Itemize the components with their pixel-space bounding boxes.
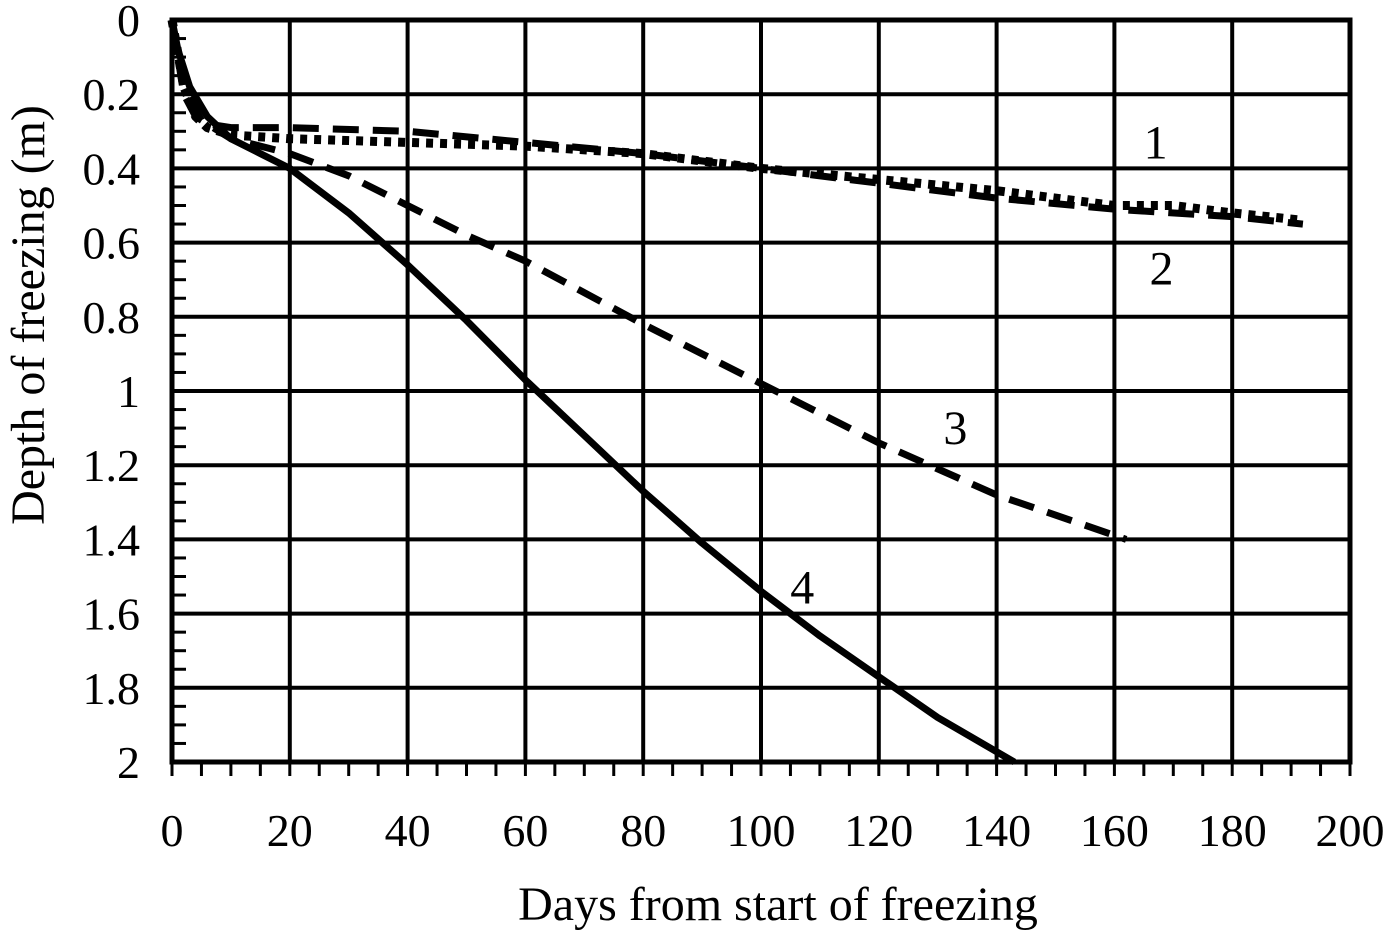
- x-tick-label: 20: [267, 805, 313, 856]
- x-axis-title: Days from start of freezing: [518, 878, 1038, 931]
- x-tick-labels: 0 20 40 60 80 100 120 140 160 180 200: [161, 805, 1385, 856]
- series-line-4: [168, 19, 1017, 766]
- series-line-3: [168, 19, 1128, 543]
- y-tick-label: 1.2: [83, 440, 141, 491]
- series-line-2: [168, 19, 1304, 228]
- y-tick-label: 0.6: [83, 218, 141, 269]
- minor-ticks: [170, 18, 1352, 776]
- y-tick-label: 1.6: [83, 589, 141, 640]
- y-tick-label: 1: [117, 366, 140, 417]
- series-label-3: 3: [943, 402, 967, 455]
- y-tick-labels: 0 0.2 0.4 0.6 0.8 1 1.2 1.4 1.6 1.8 2: [83, 0, 141, 788]
- y-tick-label: 0.4: [83, 143, 141, 194]
- x-tick-label: 180: [1198, 805, 1267, 856]
- y-tick-label: 2: [117, 737, 140, 788]
- series-label-2: 2: [1150, 243, 1174, 296]
- series-label-1: 1: [1144, 116, 1168, 169]
- y-axis-title: Depth of freezing (m): [2, 105, 55, 525]
- x-tick-label: 80: [620, 805, 666, 856]
- x-tick-label: 40: [385, 805, 431, 856]
- series-line-1: [167, 19, 1304, 225]
- x-tick-label: 0: [161, 805, 184, 856]
- y-tick-label: 1.8: [83, 663, 141, 714]
- series-labels: 1 2 3 4: [790, 116, 1173, 614]
- x-tick-label: 60: [502, 805, 548, 856]
- x-tick-label: 120: [844, 805, 913, 856]
- y-tick-label: 0.8: [83, 292, 141, 343]
- y-tick-label: 0: [117, 0, 140, 46]
- series-label-4: 4: [790, 562, 814, 615]
- x-tick-label: 100: [727, 805, 796, 856]
- y-tick-label: 0.2: [83, 69, 141, 120]
- x-tick-label: 140: [962, 805, 1031, 856]
- x-tick-label: 200: [1316, 805, 1385, 856]
- series-layer: [167, 19, 1304, 766]
- x-tick-label: 160: [1080, 805, 1149, 856]
- y-tick-label: 1.4: [83, 514, 141, 565]
